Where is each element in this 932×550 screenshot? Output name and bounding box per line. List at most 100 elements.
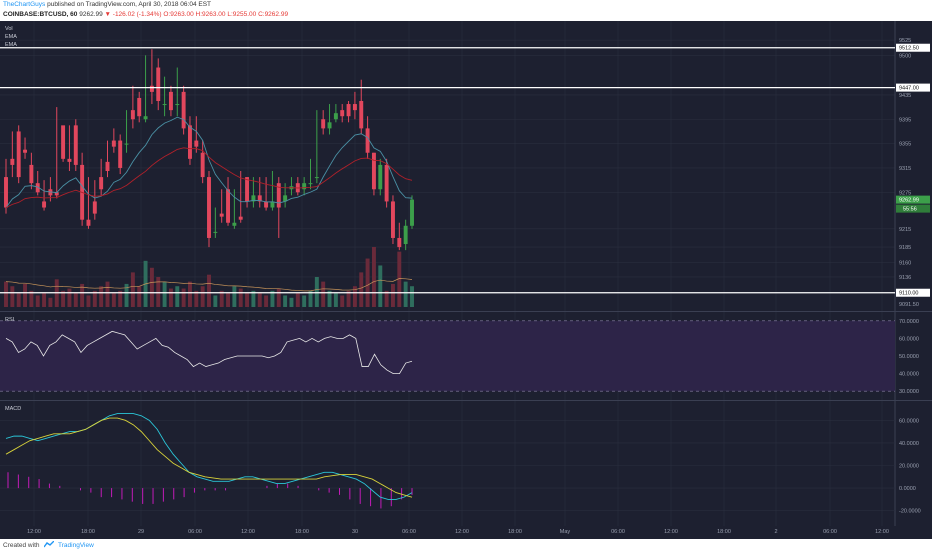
time-axis-label: 18:00	[295, 529, 309, 535]
level-price-tag	[896, 83, 930, 92]
volume-bar	[61, 290, 66, 307]
level-price-label: 9447.00	[899, 86, 919, 92]
symbol-label: COINBASE:BTCUSD, 60	[3, 11, 78, 18]
candle-body	[54, 192, 59, 196]
legend-entry: EMA	[5, 42, 17, 48]
countdown-label: 55:56	[903, 207, 917, 213]
candle-body	[403, 225, 408, 245]
volume-bar	[346, 290, 351, 307]
chart-area[interactable]: 9512.50 9447.00 9110.00 9525 9500 9435 9395 935…	[0, 21, 932, 539]
time-axis-label: May	[560, 529, 571, 535]
volume-bar	[403, 281, 408, 307]
candle-body	[378, 164, 383, 190]
candle-body	[276, 183, 281, 208]
volume-bar	[105, 281, 110, 307]
volume-bar	[226, 293, 230, 307]
candle-body	[352, 104, 357, 111]
volume-bar	[365, 258, 370, 307]
tradingview-brand-link[interactable]: TradingView	[58, 542, 94, 549]
last-price-label: 9262.99	[899, 198, 919, 204]
time-axis-label: 30	[352, 529, 358, 535]
candle-body	[73, 125, 78, 165]
candle-body	[168, 91, 173, 111]
volume-bar	[251, 290, 256, 307]
macd-tick-label: 20.0000	[899, 464, 919, 470]
price-tick-label: 9160	[899, 260, 911, 266]
rsi-tick-label: 70.0000	[899, 319, 919, 325]
time-axis-label: 2	[774, 529, 777, 535]
volume-bar	[67, 288, 72, 307]
rsi-band	[0, 320, 895, 392]
time-axis-label: 29	[138, 529, 144, 535]
candle-body	[333, 113, 338, 120]
volume-bar	[295, 293, 300, 307]
candle-body	[29, 164, 34, 184]
volume-bar	[86, 295, 91, 307]
time-axis-label: 18:00	[717, 529, 731, 535]
volume-bar	[352, 286, 357, 307]
volume-bar	[181, 288, 186, 307]
candle-body	[118, 140, 123, 168]
time-axis-label: 12:00	[241, 529, 255, 535]
time-axis-label: 18:00	[508, 529, 522, 535]
volume-bar	[168, 288, 173, 307]
candle-body	[346, 104, 351, 117]
candle-body	[359, 101, 364, 129]
author-link[interactable]: TheChartGuys	[3, 1, 46, 8]
volume-bar	[188, 281, 192, 307]
candle-body	[340, 110, 345, 117]
rsi-tick-label: 50.0000	[899, 354, 919, 360]
candle-body	[42, 201, 47, 208]
candle-body	[61, 125, 66, 159]
volume-bar	[213, 295, 218, 307]
rsi-tick-label: 30.0000	[899, 389, 919, 395]
volume-bar	[42, 293, 47, 307]
volume-bar	[333, 293, 338, 307]
candle-body	[308, 183, 313, 185]
volume-bar	[23, 283, 27, 307]
volume-bar	[308, 290, 313, 307]
volume-bar	[99, 286, 104, 307]
candle-body	[302, 183, 307, 190]
candle-body	[232, 222, 237, 226]
ema-slow-line	[5, 147, 413, 208]
candle-body	[137, 97, 142, 117]
volume-bar	[232, 286, 237, 307]
candle-body	[226, 189, 230, 223]
volume-bar	[219, 290, 224, 307]
candle-body	[321, 119, 326, 129]
countdown-tag	[896, 204, 930, 213]
price-tick-label: 9275	[899, 190, 911, 196]
volume-bar	[207, 274, 211, 307]
price-tick-label: 9525	[899, 38, 911, 44]
macd-tick-label: 0.0000	[899, 486, 916, 492]
candle-body	[327, 122, 332, 129]
candle-body	[371, 152, 376, 190]
candle-body	[207, 177, 211, 238]
volume-bar	[314, 277, 319, 307]
volume-bar	[359, 272, 364, 307]
candle-body	[16, 131, 21, 178]
volume-bar	[257, 293, 262, 307]
volume-bar	[397, 251, 402, 307]
signal-line	[5, 417, 413, 498]
volume-bar	[92, 290, 97, 307]
candle-body	[219, 213, 224, 217]
candle-body	[162, 104, 167, 106]
price-change: -126.02 (-1.34%)	[112, 11, 162, 18]
candle-body	[314, 177, 319, 179]
volume-bar	[137, 286, 142, 307]
candle-body	[99, 177, 104, 190]
candle-body	[111, 140, 116, 147]
chart-svg[interactable]: 9512.50 9447.00 9110.00 9525 9500 9435 9395 935…	[0, 21, 932, 539]
candle-body	[130, 110, 135, 120]
volume-bar	[124, 283, 129, 307]
last-price-tag	[896, 195, 930, 204]
chart-footer: Created with TradingView	[0, 539, 932, 550]
time-axis-label: 12:00	[27, 529, 41, 535]
candle-body	[245, 177, 250, 202]
time-axis-label: 06:00	[611, 529, 625, 535]
candle-body	[181, 91, 186, 129]
candle-body	[410, 199, 414, 226]
volume-bar	[194, 290, 199, 307]
